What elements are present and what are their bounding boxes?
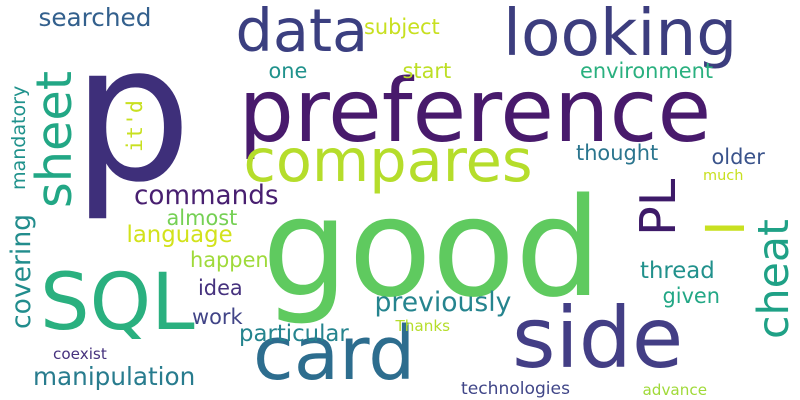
word-older: older (711, 144, 765, 169)
word-advance: advance (642, 380, 708, 399)
word-data: data (235, 0, 369, 65)
word-coexist: coexist (53, 344, 107, 363)
word-sql: SQL (40, 256, 195, 348)
word-commands: commands (134, 181, 279, 211)
word-environment: environment (580, 58, 714, 83)
word-itd: it'd (123, 100, 148, 152)
word-mandatory: mandatory (7, 85, 30, 190)
word-side: side (512, 289, 684, 387)
word-compares: compares (243, 125, 533, 195)
word-work: work (192, 304, 243, 329)
word-good: good (262, 170, 602, 328)
word-thanks: Thanks (395, 316, 451, 335)
word-preference: preference (238, 59, 712, 162)
word-thought: thought (576, 140, 659, 165)
word-almost: almost (166, 205, 238, 230)
word-happen: happen (190, 247, 269, 272)
word-covering: covering (5, 213, 37, 329)
word-manipulation: manipulation (33, 361, 196, 391)
word-card: card (253, 311, 416, 397)
word-much: much (703, 168, 744, 184)
word-start: start (402, 58, 452, 83)
word-one: one (268, 58, 308, 83)
word-idea: idea (198, 275, 243, 300)
word-cheat: cheat (749, 219, 799, 339)
word-p: p (72, 3, 192, 224)
word-i: I (694, 220, 757, 236)
word-given: given (662, 283, 721, 308)
word-thread: thread (640, 257, 715, 284)
word-language: language (126, 221, 233, 248)
word-searched: searched (38, 2, 152, 32)
word-particular: particular (239, 320, 349, 347)
word-previously: previously (374, 286, 512, 318)
word-sheet: sheet (24, 70, 83, 208)
word-looking: looking (503, 0, 738, 71)
word-technologies: technologies (461, 378, 570, 399)
word-subject: subject (364, 14, 440, 39)
word-pl: PL (628, 178, 687, 236)
